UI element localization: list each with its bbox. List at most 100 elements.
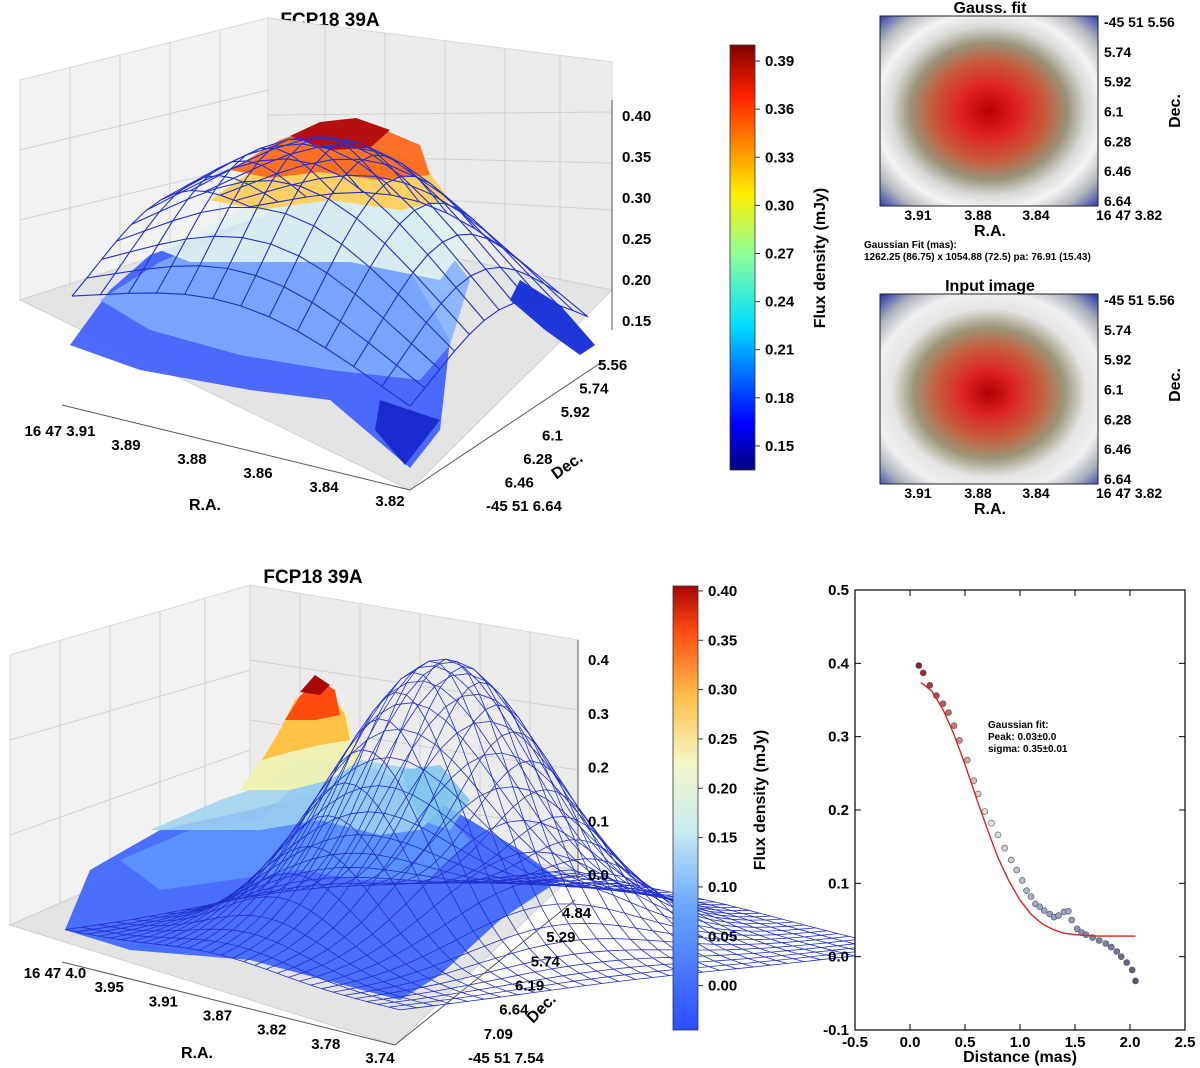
x-tick-labels: 16 47 3.91 3.89 3.88 3.86 3.84 3.82 bbox=[25, 423, 405, 510]
heatmap-gauss-fit: Gauss. fit -45 51 5.56 5.74 5.92 6.1 6.28 6.4… bbox=[864, 0, 1184, 263]
tick-label: 6.1 bbox=[1104, 382, 1124, 398]
y-tick-labels: -45 51 5.56 5.74 5.92 6.1 6.28 6.46 6.64 bbox=[1104, 14, 1175, 209]
chart-title: Gauss. fit bbox=[954, 0, 1028, 17]
heatmap-image bbox=[879, 293, 1099, 485]
tick-label: 16 47 3.91 bbox=[25, 423, 96, 440]
data-point bbox=[1055, 912, 1062, 919]
surface-3d-panel-top: FCP18 39A 16 47 3.913.893.883 bbox=[18, 10, 651, 515]
wire-line bbox=[536, 873, 872, 955]
tick-label: 3.91 bbox=[904, 485, 931, 501]
colorbar-top: 0.15 0.18 0.21 0.24 0.27 0.30 0.33 0.36 0.39 Flu… bbox=[729, 44, 829, 471]
tick-label: 5.29 bbox=[546, 929, 575, 946]
tick-label: 0.25 bbox=[622, 231, 651, 248]
tick-label: 0.35 bbox=[622, 149, 651, 166]
tick-label: 6.19 bbox=[515, 978, 544, 995]
y-tick-label: 0.0 bbox=[828, 949, 849, 966]
tick-label: 16 47 3.82 bbox=[1096, 207, 1162, 223]
plot-frame bbox=[854, 589, 1186, 1031]
y-tick-label: 0.5 bbox=[828, 582, 849, 599]
fit-annotation: Gaussian fit: Peak: 0.03±0.0 sigma: 0.35… bbox=[988, 720, 1068, 755]
tick-label: 0.40 bbox=[622, 108, 651, 125]
colorbar-tick-label: 0.05 bbox=[708, 928, 737, 945]
data-point bbox=[1117, 953, 1125, 961]
colorbar-bottom: 0.00 0.05 0.10 0.15 0.20 0.25 0.30 0.35 0.40 Flu… bbox=[672, 583, 769, 1031]
y-tick-labels: -45 51 7.54 7.09 6.64 6.19 5.74 5.29 4.84 bbox=[468, 905, 592, 1067]
data-point bbox=[926, 681, 934, 689]
tick-label: 6.64 bbox=[1104, 471, 1131, 487]
tick-label: 0.20 bbox=[622, 272, 651, 289]
tick-label: 5.92 bbox=[561, 404, 590, 421]
data-point bbox=[1040, 907, 1048, 914]
data-point bbox=[981, 808, 989, 815]
z-tick-labels: 0.40 0.35 0.30 0.25 0.20 0.15 bbox=[622, 108, 651, 330]
x-tick-label: 2.0 bbox=[1120, 1034, 1141, 1051]
tick-label: 4.84 bbox=[562, 905, 592, 922]
tick-label: 3.86 bbox=[243, 465, 272, 482]
gaussian-fit-wireframe bbox=[71, 136, 589, 407]
colorbar-tick-label: 0.36 bbox=[765, 101, 794, 118]
fit-annotation-title: Gaussian fit: bbox=[988, 720, 1049, 731]
colorbar-gradient bbox=[672, 585, 699, 1031]
x-axis-line bbox=[61, 961, 396, 1046]
x-tick-labels: 16 47 4.0 3.95 3.91 3.87 3.82 3.78 3.74 bbox=[24, 965, 396, 1067]
data-point bbox=[919, 669, 927, 677]
tick-label: 16 47 4.0 bbox=[24, 965, 87, 982]
colorbar-tick-labels: 0.00 0.05 0.10 0.15 0.20 0.25 0.30 0.35 0.40 bbox=[698, 583, 737, 995]
wire-line bbox=[381, 266, 561, 387]
colorbar-tick-labels: 0.15 0.18 0.21 0.24 0.27 0.30 0.33 0.36 0.39 bbox=[755, 53, 795, 455]
wire-line bbox=[377, 944, 883, 1005]
data-point bbox=[1108, 943, 1115, 951]
y-tick-labels: -45 51 5.56 5.74 5.92 6.1 6.28 6.46 6.64 bbox=[1104, 292, 1175, 487]
x-tick-label: -0.5 bbox=[842, 1034, 868, 1051]
chart-title: Input image bbox=[945, 278, 1035, 295]
tick-label: 5.92 bbox=[1104, 74, 1131, 90]
tick-label: 6.46 bbox=[1104, 441, 1131, 457]
gaussian-fit-curve bbox=[920, 681, 1136, 937]
tick-label: 3.88 bbox=[177, 451, 206, 468]
tick-label: 0.3 bbox=[588, 706, 609, 723]
colorbar-tick-label: 0.20 bbox=[708, 780, 737, 797]
colorbar-tick-label: 0.21 bbox=[765, 342, 794, 359]
y-tick-label: 0.4 bbox=[828, 655, 850, 672]
tick-label: 6.64 bbox=[1104, 193, 1131, 209]
tick-label: -45 51 7.54 bbox=[468, 1050, 545, 1067]
y-axis-label: Dec. bbox=[1167, 368, 1184, 402]
data-point bbox=[950, 722, 958, 730]
y-axis-label: Dec. bbox=[524, 991, 560, 1027]
tick-label: 0.30 bbox=[622, 190, 651, 207]
x-axis-label: R.A. bbox=[181, 1045, 213, 1062]
data-point bbox=[1013, 866, 1021, 874]
colorbar-tick-label: 0.15 bbox=[708, 830, 737, 847]
gaussian-fit-wireframe bbox=[64, 658, 906, 1011]
y-tick-label: 0.3 bbox=[828, 729, 849, 746]
fit-annotation: 1262.25 (86.75) x 1054.88 (72.5) pa: 76.… bbox=[864, 252, 1091, 263]
tick-label: -45 51 5.56 bbox=[1104, 14, 1175, 30]
data-point bbox=[1113, 948, 1121, 955]
tick-label: 3.82 bbox=[375, 493, 404, 510]
tick-label: 0.0 bbox=[588, 867, 609, 884]
wire-line bbox=[399, 949, 906, 1011]
colorbar-tick-label: 0.40 bbox=[708, 583, 737, 600]
tick-label: 3.91 bbox=[904, 207, 931, 223]
heatmap-image bbox=[879, 15, 1099, 207]
y-axis-label: Dec. bbox=[1167, 94, 1184, 128]
data-point bbox=[1095, 937, 1103, 944]
colorbar-tick-label: 0.10 bbox=[708, 879, 737, 896]
tick-label: 6.64 bbox=[499, 1002, 529, 1019]
x-tick-label: 0.5 bbox=[955, 1034, 976, 1051]
colorbar-tick-label: 0.15 bbox=[765, 438, 794, 455]
colorbar-label: Flux density (mJy) bbox=[752, 730, 769, 870]
colorbar-tick-label: 0.18 bbox=[765, 390, 794, 407]
data-point bbox=[1023, 887, 1030, 895]
x-axis-label: R.A. bbox=[974, 223, 1006, 240]
x-tick-label: 0.0 bbox=[900, 1034, 921, 1051]
data-point bbox=[1018, 877, 1026, 884]
tick-label: 0.2 bbox=[588, 760, 609, 777]
tick-label: 5.74 bbox=[579, 381, 609, 398]
fit-annotation-title: Gaussian Fit (mas): bbox=[864, 240, 957, 251]
tick-label: 3.74 bbox=[365, 1050, 395, 1067]
tick-label: 3.95 bbox=[95, 979, 124, 996]
data-point bbox=[1102, 940, 1110, 947]
colorbar-tick-label: 0.30 bbox=[765, 197, 794, 214]
